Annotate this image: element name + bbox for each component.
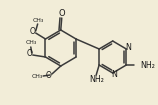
Text: N: N — [125, 43, 131, 52]
Text: O: O — [46, 71, 52, 80]
Text: NH₂: NH₂ — [89, 75, 104, 83]
Text: N: N — [111, 70, 117, 79]
Text: CH₃: CH₃ — [26, 41, 37, 45]
Text: O: O — [30, 27, 36, 36]
Text: CH₃: CH₃ — [33, 18, 44, 22]
Text: O: O — [27, 49, 33, 58]
Text: NH₂: NH₂ — [140, 60, 155, 70]
Text: O: O — [59, 9, 66, 18]
Text: CH₃: CH₃ — [32, 74, 43, 79]
